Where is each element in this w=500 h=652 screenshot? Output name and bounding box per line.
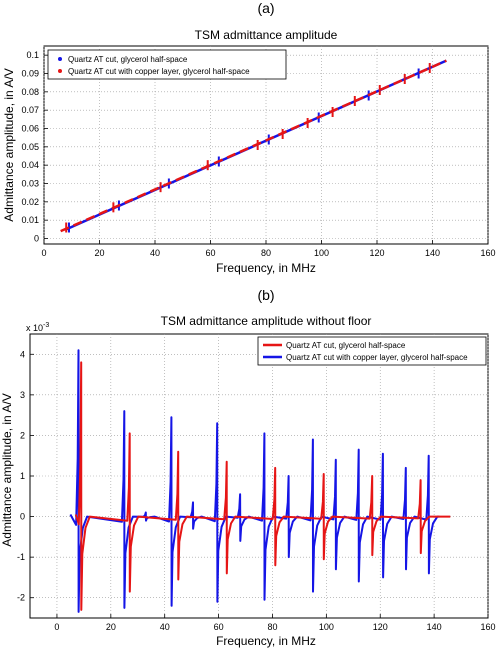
chart-a-legend-label-1: Quartz AT cut, glycerol half-space: [68, 55, 188, 64]
y-tick-label: 0.05: [21, 142, 39, 152]
y-tick-label: 0.06: [21, 124, 39, 134]
y-tick-label: 0.09: [21, 69, 39, 79]
chart-a-legend-marker-blue: [58, 57, 62, 61]
x-tick-label: 0: [54, 622, 59, 632]
y-tick-label: 0: [34, 234, 39, 244]
chart-b-legend-label-2: Quartz AT cut with copper layer, glycero…: [286, 353, 468, 362]
y-tick-label: 0: [20, 512, 25, 522]
x-tick-label: 40: [160, 622, 170, 632]
chart-a-ylabel: Admittance amplitude, in A/V: [2, 68, 16, 221]
x-tick-label: 140: [427, 622, 442, 632]
series-line-red: [74, 361, 451, 611]
x-tick-label: 60: [214, 622, 224, 632]
chart-b-legend-box: [257, 336, 487, 366]
y-tick-label: -1: [17, 552, 25, 562]
chart-b-grid: [30, 334, 489, 618]
x-tick-label: 100: [319, 622, 334, 632]
chart-a-ticks: 0 20 40 60 80 100 120 140 160 0 0.01 0.02 0.03 0.04 0.…: [21, 50, 495, 258]
y-tick-label: 1: [20, 471, 25, 481]
x-tick-label: 20: [94, 248, 104, 258]
chart-b-ticks: 0 20 40 60 80 100 120 140 160 -2 -1 0 1 2 3 4: [17, 349, 496, 632]
y-tick-label: 0.1: [26, 50, 39, 60]
series-line-red: [60, 59, 447, 233]
y-tick-label: 0.07: [21, 105, 39, 115]
y-tick-label: 4: [20, 349, 25, 359]
chart-a-legend-label-2: Quartz AT cut with copper layer, glycero…: [68, 67, 250, 76]
chart-b-title: TSM admittance amplitude without floor: [161, 314, 372, 328]
x-tick-label: 60: [205, 248, 215, 258]
chart-b-multiplier-base: x 10: [26, 323, 43, 333]
chart-b-multiplier: x 10-3: [26, 322, 49, 333]
y-tick-label: 0.02: [21, 197, 39, 207]
y-tick-label: 0.04: [21, 160, 39, 170]
panel-b-label: (b): [257, 287, 274, 303]
x-tick-label: 120: [369, 248, 384, 258]
chart-b-ylabel: Admittance amplitude, in A/V: [0, 393, 14, 546]
y-tick-label: 0.08: [21, 87, 39, 97]
x-tick-label: 0: [41, 248, 46, 258]
chart-b-legend: Quartz AT cut, glycerol half-space Quart…: [257, 336, 487, 366]
chart-b-multiplier-exp: -3: [43, 322, 49, 329]
x-tick-label: 80: [261, 248, 271, 258]
chart-a-legend-box: [47, 49, 287, 80]
y-tick-label: 0.03: [21, 179, 39, 189]
chart-b-legend-label-1: Quartz AT cut, glycerol half-space: [286, 341, 406, 350]
chart-a-legend-marker-red: [58, 69, 62, 73]
y-tick-label: -2: [17, 593, 25, 603]
x-tick-label: 160: [480, 248, 495, 258]
panel-a-label: (a): [257, 0, 274, 16]
chart-a-series: [60, 59, 447, 233]
x-tick-label: 120: [373, 622, 388, 632]
chart-a-xlabel: Frequency, in MHz: [216, 261, 316, 275]
x-tick-label: 20: [106, 622, 116, 632]
x-tick-label: 140: [425, 248, 440, 258]
chart-a-title: TSM admittance amplitude: [195, 28, 338, 42]
y-tick-label: 3: [20, 390, 25, 400]
x-tick-label: 80: [267, 622, 277, 632]
x-tick-label: 100: [314, 248, 329, 258]
y-tick-label: 2: [20, 430, 25, 440]
x-tick-label: 160: [480, 622, 495, 632]
chart-a-legend: Quartz AT cut, glycerol half-space Quart…: [47, 49, 287, 80]
y-tick-label: 0.01: [21, 215, 39, 225]
chart-b-series: [69, 349, 451, 613]
chart-b-xlabel: Frequency, in MHz: [216, 634, 316, 648]
x-tick-label: 40: [150, 248, 160, 258]
